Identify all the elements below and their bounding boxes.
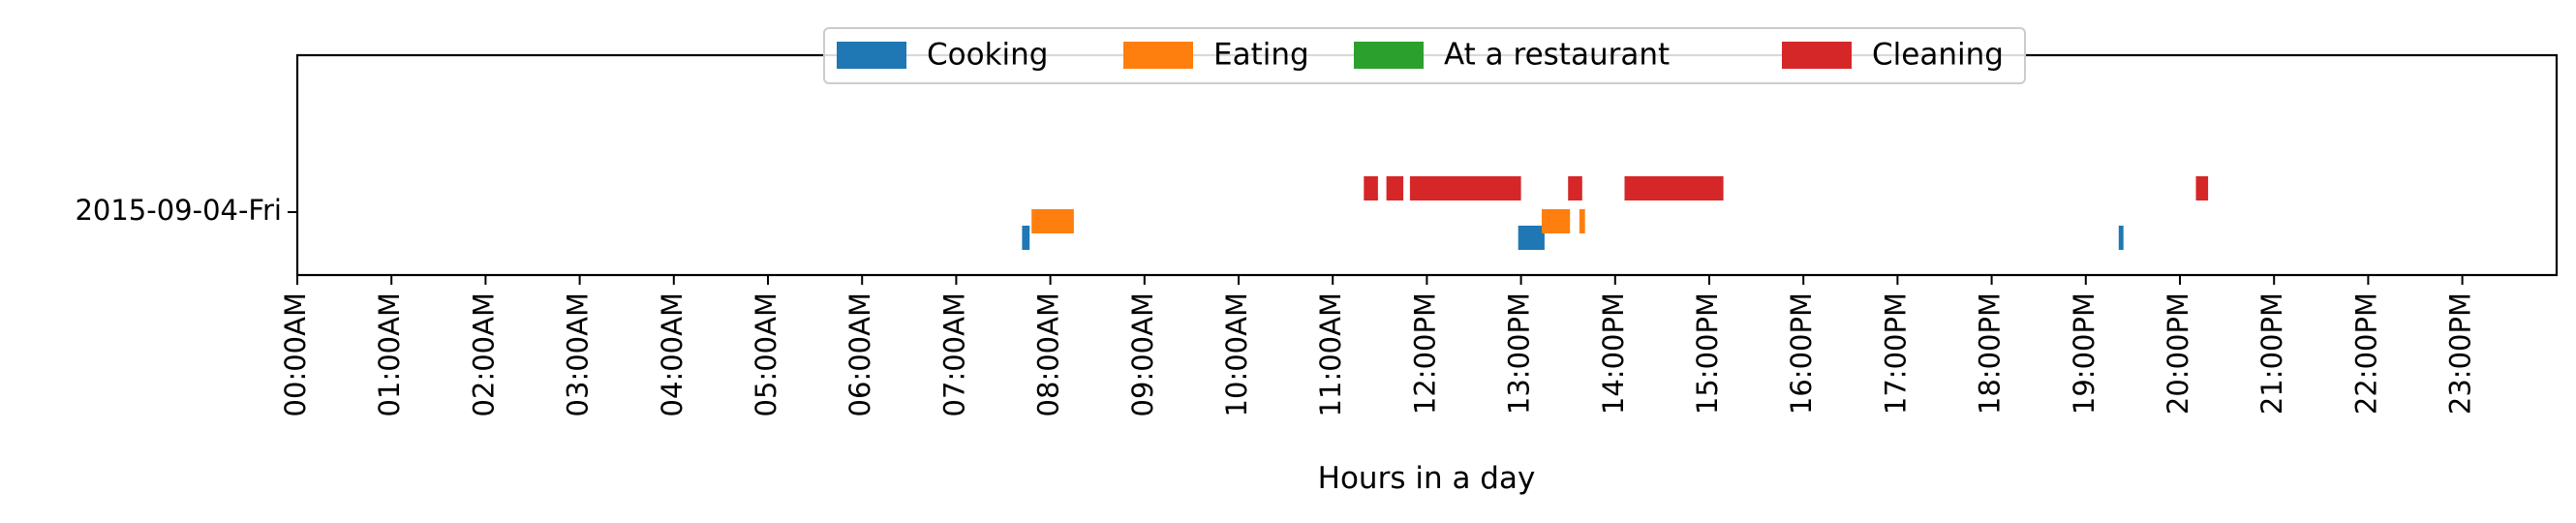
x-tick-label: 09:00AM bbox=[1126, 292, 1159, 416]
x-tick-label: 04:00AM bbox=[656, 292, 689, 416]
legend-swatch-cooking bbox=[837, 42, 906, 69]
x-tick-label: 19:00PM bbox=[2068, 292, 2101, 415]
legend-label-eating: Eating bbox=[1213, 38, 1309, 73]
x-tick-label: 02:00AM bbox=[467, 292, 500, 416]
x-tick-label: 06:00AM bbox=[843, 292, 876, 416]
legend: Cooking Eating At a restaurant Cleaning bbox=[823, 27, 2026, 84]
legend-swatch-eating bbox=[1123, 42, 1193, 69]
x-tick-label: 20:00PM bbox=[2162, 292, 2194, 415]
x-tick-label: 13:00PM bbox=[1503, 292, 1536, 415]
x-tick-label: 12:00PM bbox=[1408, 292, 1441, 415]
x-tick-label: 16:00PM bbox=[1785, 292, 1818, 415]
x-tick-label: 14:00PM bbox=[1597, 292, 1630, 415]
x-tick-label: 18:00PM bbox=[1974, 292, 2007, 415]
y-axis: 2015-09-04-Fri bbox=[75, 194, 297, 227]
plot-area-frame bbox=[295, 53, 2559, 277]
bar-cleaning-0 bbox=[1364, 176, 1378, 200]
bar-cleaning-4 bbox=[1624, 176, 1724, 200]
legend-label-cleaning: Cleaning bbox=[1872, 38, 2004, 73]
legend-swatch-cleaning bbox=[1782, 42, 1852, 69]
bar-cooking-1 bbox=[1518, 226, 1545, 250]
x-tick-label: 22:00PM bbox=[2349, 292, 2382, 415]
x-tick-label: 15:00PM bbox=[1691, 292, 1724, 415]
x-tick-label: 08:00AM bbox=[1032, 292, 1065, 416]
x-tick-label: 17:00PM bbox=[1879, 292, 1912, 415]
x-tick-label: 11:00AM bbox=[1314, 292, 1347, 416]
x-tick-label: 00:00AM bbox=[279, 292, 312, 416]
legend-swatch-at-a-restaurant bbox=[1354, 42, 1424, 69]
x-tick-label: 23:00PM bbox=[2444, 292, 2477, 415]
bar-cooking-2 bbox=[2118, 226, 2124, 250]
legend-label-cooking: Cooking bbox=[927, 38, 1048, 73]
bar-eating-2 bbox=[1579, 209, 1585, 233]
x-tick-label: 07:00AM bbox=[937, 292, 970, 416]
x-tick-label: 21:00PM bbox=[2255, 292, 2288, 415]
x-axis: 00:00AM 01:00AM 02:00AM 03:00AM 04:00AM 05:00… bbox=[279, 275, 2477, 416]
x-axis-label: Hours in a day bbox=[1318, 461, 1536, 496]
x-tick-label: 01:00AM bbox=[373, 292, 406, 416]
bar-eating-1 bbox=[1542, 209, 1571, 233]
y-tick-label: 2015-09-04-Fri bbox=[75, 194, 282, 227]
legend-label-at-a-restaurant: At a restaurant bbox=[1444, 38, 1670, 73]
bar-eating-0 bbox=[1031, 209, 1074, 233]
bars-layer bbox=[1022, 176, 2209, 250]
bar-cleaning-5 bbox=[2195, 176, 2209, 200]
bar-cleaning-2 bbox=[1409, 176, 1521, 200]
bar-cooking-0 bbox=[1022, 226, 1030, 250]
bar-cleaning-1 bbox=[1386, 176, 1404, 200]
bar-cleaning-3 bbox=[1568, 176, 1582, 200]
x-tick-label: 10:00AM bbox=[1220, 292, 1253, 416]
x-tick-label: 03:00AM bbox=[562, 292, 595, 416]
x-tick-label: 05:00AM bbox=[750, 292, 782, 416]
